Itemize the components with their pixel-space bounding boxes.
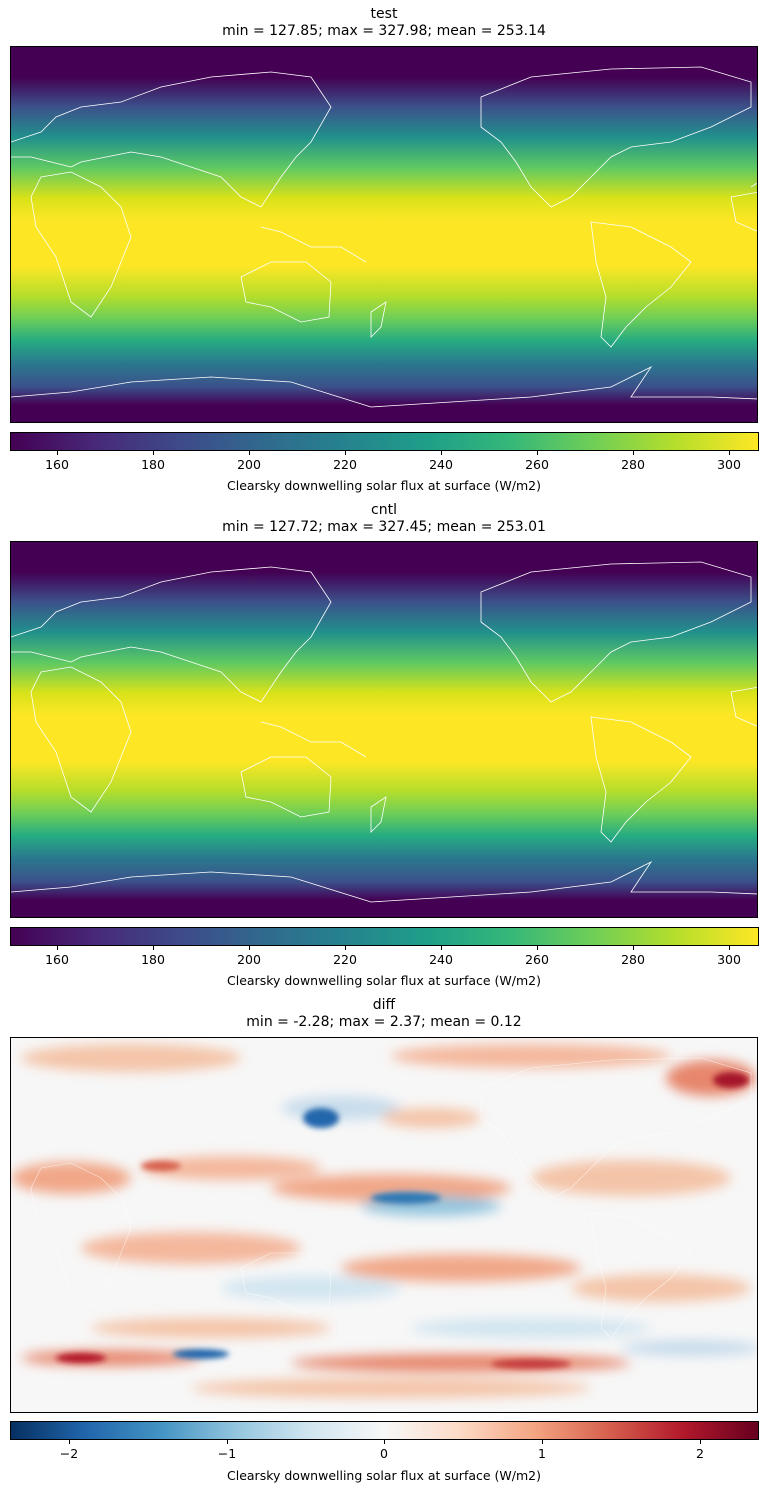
- panel-subtitle: min = 127.72; max = 327.45; mean = 253.0…: [222, 519, 546, 535]
- colorbar-ticks-test: 160 180 200 220 240 260 280 300: [10, 451, 759, 472]
- coastlines: [11, 561, 757, 903]
- flux-field: [11, 47, 757, 422]
- flux-field: [11, 542, 757, 917]
- tick-label: 280: [621, 952, 645, 967]
- panel-title: test: [370, 6, 398, 22]
- tick: [700, 1440, 701, 1444]
- tick-label: 180: [141, 457, 165, 472]
- tick-label: 160: [45, 457, 69, 472]
- colorbar-ticks-diff: −2 −1 0 1 2: [10, 1440, 759, 1461]
- tick-label: 220: [333, 952, 357, 967]
- coastlines: [30, 1057, 752, 1339]
- colorbar-label: Clearsky downwelling solar flux at surfa…: [227, 478, 541, 493]
- tick: [633, 451, 634, 455]
- tick: [537, 946, 538, 950]
- map-test: [10, 46, 758, 423]
- tick-label: 200: [237, 952, 261, 967]
- tick: [227, 1440, 228, 1444]
- tick-label: 260: [525, 952, 549, 967]
- tick: [249, 451, 250, 455]
- tick-label: 200: [237, 457, 261, 472]
- map-diff: [10, 1037, 758, 1413]
- heatmap-test: [11, 47, 757, 422]
- diff-peaks: [56, 1072, 749, 1369]
- tick: [729, 946, 730, 950]
- tick-label: −1: [217, 1446, 237, 1461]
- tick-label: 280: [621, 457, 645, 472]
- tick-label: 240: [429, 457, 453, 472]
- tick-label: 220: [333, 457, 357, 472]
- colorbar-label: Clearsky downwelling solar flux at surfa…: [227, 973, 541, 988]
- tick: [153, 451, 154, 455]
- panel-title: diff: [372, 997, 396, 1013]
- tick: [441, 451, 442, 455]
- tick: [441, 946, 442, 950]
- heatmap-diff: [11, 1038, 757, 1412]
- tick: [729, 451, 730, 455]
- tick-label: 240: [429, 952, 453, 967]
- tick: [384, 1440, 385, 1444]
- colorbar-label: Clearsky downwelling solar flux at surfa…: [227, 1468, 541, 1483]
- tick-label: −2: [59, 1446, 79, 1461]
- tick: [633, 946, 634, 950]
- colorbar-diff: [10, 1421, 759, 1440]
- map-cntl: [10, 541, 758, 918]
- panel-subtitle: min = -2.28; max = 2.37; mean = 0.12: [246, 1014, 522, 1030]
- tick: [69, 1440, 70, 1444]
- heatmap-cntl: [11, 542, 757, 917]
- tick: [345, 946, 346, 950]
- tick: [249, 946, 250, 950]
- colorbar-test: [10, 432, 759, 451]
- panel-subtitle: min = 127.85; max = 327.98; mean = 253.1…: [222, 23, 546, 39]
- tick: [542, 1440, 543, 1444]
- tick-label: 300: [717, 952, 741, 967]
- tick-label: 160: [45, 952, 69, 967]
- tick-label: 260: [525, 457, 549, 472]
- tick-label: 0: [380, 1446, 388, 1461]
- tick-label: 1: [538, 1446, 546, 1461]
- colorbar-cntl: [10, 927, 759, 946]
- tick: [345, 451, 346, 455]
- tick-label: 180: [141, 952, 165, 967]
- tick: [57, 946, 58, 950]
- tick: [537, 451, 538, 455]
- diff-anomalies: [11, 1044, 757, 1398]
- panel-title: cntl: [371, 502, 397, 518]
- tick-label: 300: [717, 457, 741, 472]
- tick-label: 2: [696, 1446, 704, 1461]
- colorbar-ticks-cntl: 160 180 200 220 240 260 280 300: [10, 946, 759, 967]
- coastlines: [11, 66, 757, 408]
- tick: [153, 946, 154, 950]
- tick: [57, 451, 58, 455]
